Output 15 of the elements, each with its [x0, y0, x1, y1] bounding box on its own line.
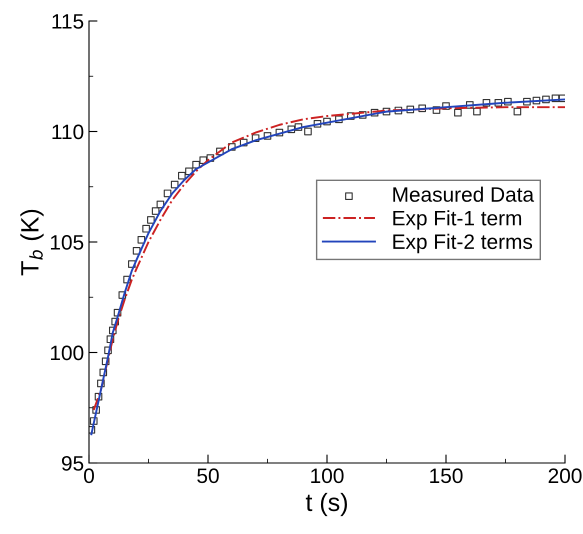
x-tick-label: 150	[430, 468, 463, 484]
legend-label: Exp Fit-2 terms	[393, 234, 532, 254]
x-tick-label: 100	[311, 468, 344, 484]
x-tick-label: 200	[548, 468, 582, 484]
x-axis-title: t (s)	[306, 492, 347, 516]
y-tick-label: 100	[50, 346, 84, 360]
legend-label: Exp Fit-1 term	[393, 210, 522, 230]
legend-label: Measured Data	[393, 186, 534, 202]
y-tick-label: 115	[52, 14, 84, 29]
y-tick-label: 105	[50, 235, 84, 250]
y-tick-label: 95	[62, 456, 84, 471]
x-tick-label: 0	[84, 468, 94, 484]
y-tick-label: 110	[52, 124, 84, 140]
y-axis-title: T$_{b}$ (K)	[20, 210, 44, 276]
x-tick-label: 50	[197, 468, 219, 484]
